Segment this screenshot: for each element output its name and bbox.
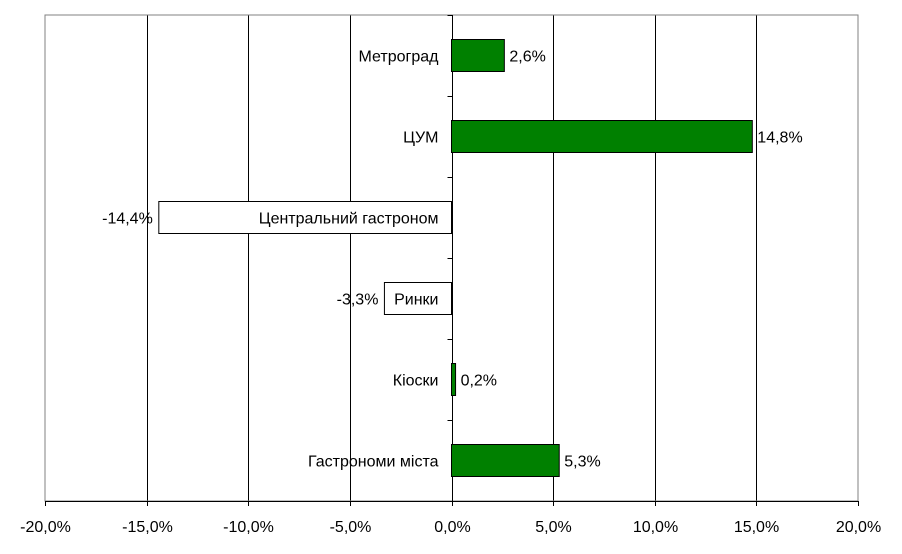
category-label: Гастрономи міста bbox=[308, 454, 439, 471]
value-label: -3,3% bbox=[337, 292, 379, 309]
value-label: 5,3% bbox=[564, 454, 600, 471]
labels: -20,0% -15,0% -10,0% -5,0% 0,0% 5,0% 10,0% 15,0… bbox=[20, 49, 881, 537]
bars bbox=[158, 39, 753, 477]
x-tick-label: 20,0% bbox=[836, 519, 881, 536]
x-tick-label: -20,0% bbox=[20, 519, 71, 536]
category-label: Ринки bbox=[394, 292, 438, 309]
category-label: Кіоски bbox=[393, 373, 439, 390]
value-label: -14,4% bbox=[102, 211, 153, 228]
x-tick-label: 0,0% bbox=[434, 519, 470, 536]
bar bbox=[451, 39, 505, 72]
bar bbox=[451, 363, 457, 396]
value-label: 2,6% bbox=[509, 49, 545, 66]
value-label: 0,2% bbox=[461, 373, 497, 390]
x-tick-label: 5,0% bbox=[535, 519, 571, 536]
bar bbox=[383, 282, 452, 315]
category-label: Центральний гастроном bbox=[259, 211, 439, 228]
x-tick-label: -10,0% bbox=[223, 519, 274, 536]
grid-lines bbox=[147, 15, 757, 501]
x-tick-label: 10,0% bbox=[633, 519, 678, 536]
bar bbox=[158, 201, 452, 234]
category-label: ЦУМ bbox=[403, 130, 438, 147]
bar bbox=[451, 120, 753, 153]
bar bbox=[451, 444, 560, 477]
x-tick-label: 15,0% bbox=[734, 519, 779, 536]
x-tick-label: -5,0% bbox=[330, 519, 372, 536]
value-label: 14,8% bbox=[757, 130, 802, 147]
x-tick-label: -15,0% bbox=[122, 519, 173, 536]
axes bbox=[45, 15, 859, 506]
category-label: Метроград bbox=[359, 49, 440, 66]
